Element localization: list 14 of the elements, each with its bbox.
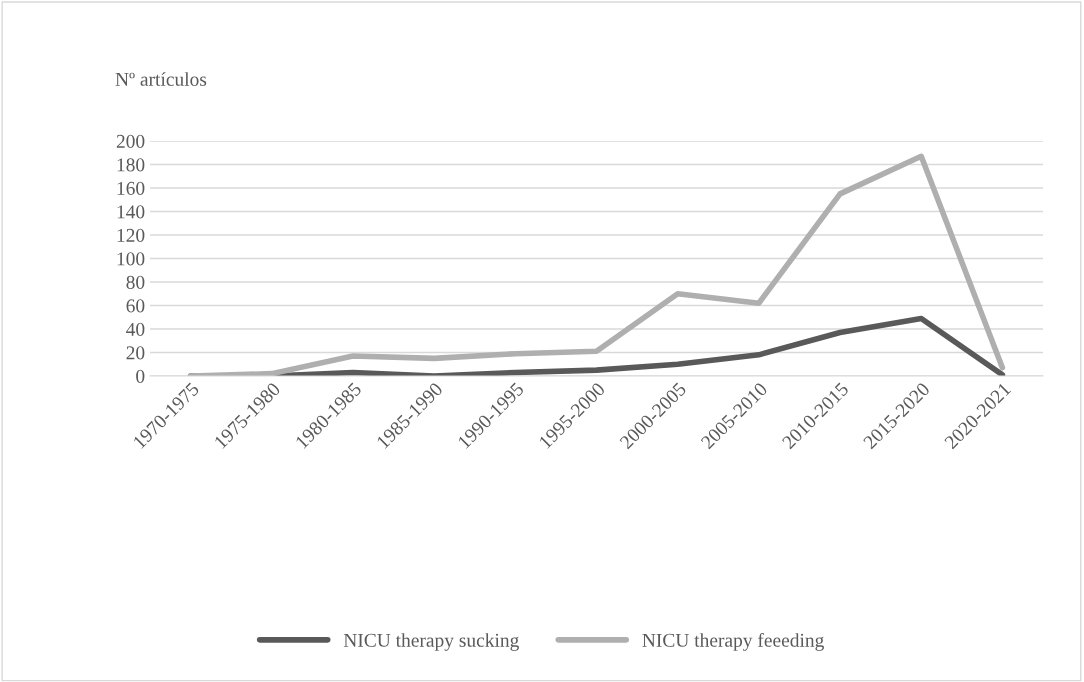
legend-label: NICU therapy sucking bbox=[343, 633, 519, 651]
legend-label: NICU therapy feeeding bbox=[642, 632, 824, 651]
y-tick-label: 80 bbox=[126, 275, 145, 289]
y-tick-label: 100 bbox=[117, 252, 145, 266]
y-tick-label: 160 bbox=[117, 181, 145, 195]
y-tick-label: 180 bbox=[117, 158, 145, 172]
y-axis-title: Nº artículos bbox=[115, 72, 207, 86]
y-tick-label: 20 bbox=[126, 346, 145, 360]
y-tick-label: 40 bbox=[126, 322, 145, 336]
y-tick-label: 120 bbox=[117, 228, 145, 242]
y-tick-label: 0 bbox=[136, 369, 145, 383]
y-tick-label: 140 bbox=[117, 205, 145, 219]
y-tick-label: 60 bbox=[126, 299, 145, 313]
y-tick-label: 200 bbox=[116, 134, 145, 148]
